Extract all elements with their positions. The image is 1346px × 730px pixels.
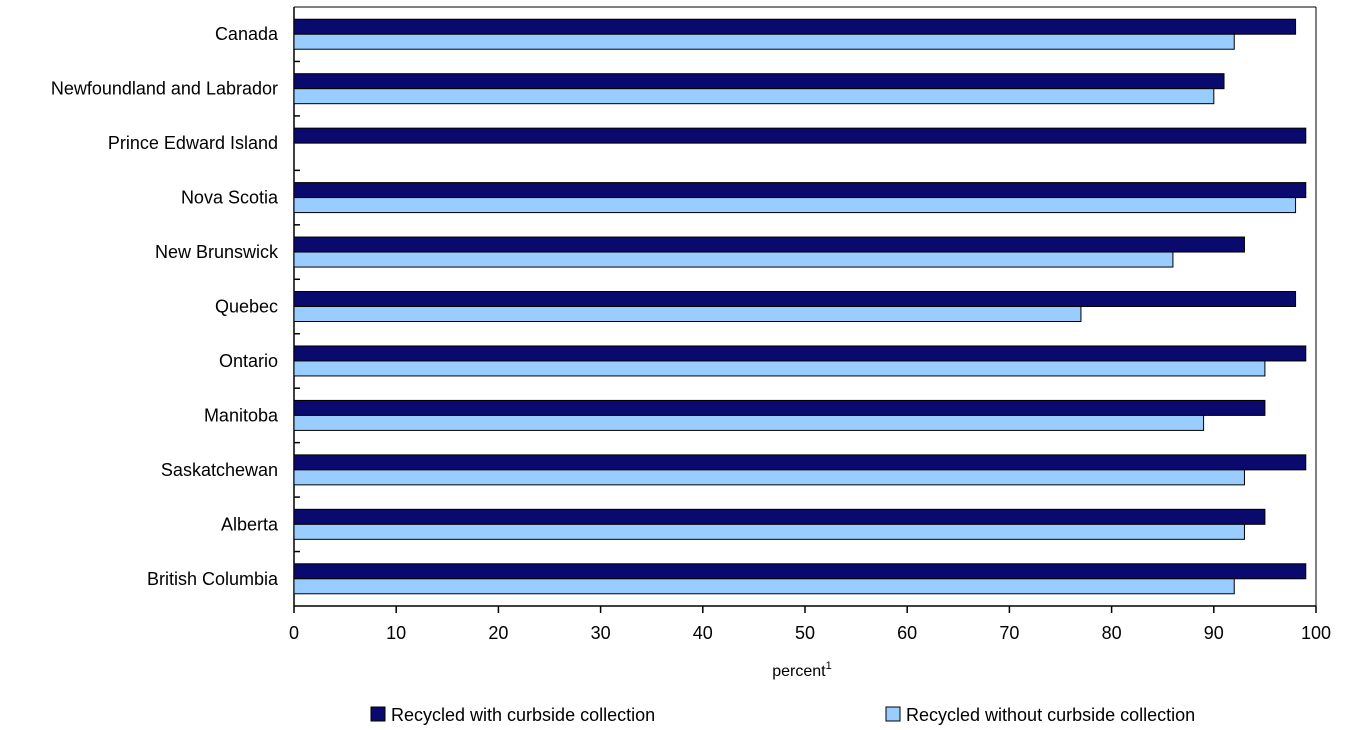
x-tick-label: 60 bbox=[897, 623, 917, 643]
x-tick-label: 20 bbox=[488, 623, 508, 643]
bar-without-curbside bbox=[293, 33, 1235, 50]
x-tick-label: 10 bbox=[386, 623, 406, 643]
category-label: Newfoundland and Labrador bbox=[51, 79, 278, 99]
legend: Recycled with curbside collection Recycle… bbox=[370, 705, 1195, 725]
bar-with-curbside bbox=[293, 399, 1266, 416]
x-axis-title-text: percent bbox=[772, 663, 826, 680]
bar-with-curbside bbox=[293, 345, 1307, 362]
bar-without-curbside bbox=[293, 197, 1297, 214]
category-label: Canada bbox=[215, 24, 279, 44]
bar-with-curbside bbox=[293, 182, 1307, 199]
y-axis-ticks bbox=[294, 60, 300, 553]
bar-with-curbside bbox=[293, 127, 1307, 144]
bar-without-curbside bbox=[293, 469, 1245, 486]
bar-with-curbside bbox=[293, 563, 1307, 580]
x-tick-label: 100 bbox=[1301, 623, 1331, 643]
bar-without-curbside bbox=[293, 306, 1082, 322]
x-tick-label: 70 bbox=[999, 623, 1019, 643]
category-label: Nova Scotia bbox=[181, 188, 279, 208]
legend-label: Recycled with curbside collection bbox=[391, 705, 655, 725]
x-axis-title: percent1 bbox=[772, 660, 832, 680]
x-tick-label: 90 bbox=[1204, 623, 1224, 643]
category-labels: Canada Newfoundland and Labrador Prince Ed… bbox=[51, 24, 279, 589]
bar-with-curbside bbox=[293, 18, 1297, 35]
x-axis-title-footnote: 1 bbox=[826, 660, 832, 672]
bar-without-curbside bbox=[293, 88, 1215, 105]
bar-with-curbside bbox=[293, 73, 1225, 90]
x-tick-label: 0 bbox=[289, 623, 299, 643]
x-tick-label: 40 bbox=[693, 623, 713, 643]
category-label: British Columbia bbox=[147, 569, 279, 589]
bar-without-curbside bbox=[293, 414, 1205, 431]
legend-swatch bbox=[370, 706, 386, 722]
x-axis-ticks: 0 10 20 30 40 50 60 70 80 90 100 bbox=[289, 606, 1331, 643]
category-label: Prince Edward Island bbox=[108, 133, 278, 153]
bar-with-curbside bbox=[293, 236, 1245, 253]
bar-with-curbside bbox=[293, 291, 1297, 307]
category-label: New Brunswick bbox=[155, 242, 279, 262]
legend-label: Recycled without curbside collection bbox=[906, 705, 1195, 725]
x-tick-label: 80 bbox=[1102, 623, 1122, 643]
bar-with-curbside bbox=[293, 508, 1266, 525]
category-label: Saskatchewan bbox=[161, 460, 278, 480]
bar-with-curbside bbox=[293, 454, 1307, 471]
x-tick-label: 50 bbox=[795, 623, 815, 643]
bars-group bbox=[293, 18, 1307, 595]
category-label: Ontario bbox=[219, 351, 278, 371]
x-tick-label: 30 bbox=[591, 623, 611, 643]
category-label: Alberta bbox=[221, 514, 279, 534]
bar-without-curbside bbox=[293, 523, 1245, 540]
legend-swatch bbox=[885, 706, 901, 722]
bar-without-curbside bbox=[293, 360, 1266, 377]
category-label: Quebec bbox=[215, 297, 278, 317]
bar-without-curbside bbox=[293, 251, 1174, 268]
category-label: Manitoba bbox=[204, 405, 279, 425]
bar-without-curbside bbox=[293, 578, 1235, 595]
